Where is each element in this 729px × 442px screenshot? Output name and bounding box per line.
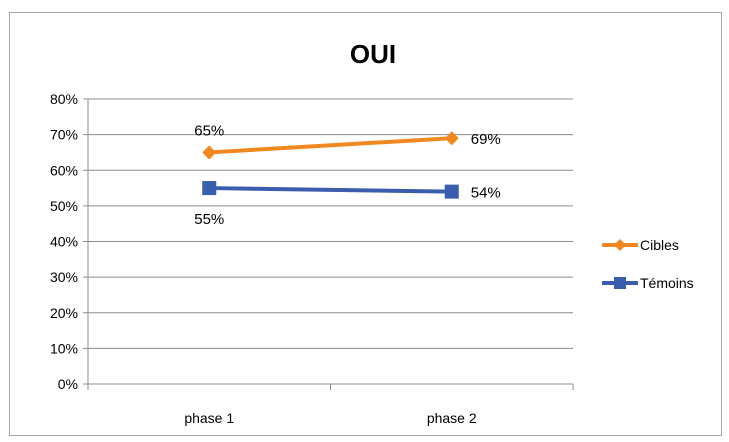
y-tick-label: 60% <box>50 162 78 178</box>
data-label: 54% <box>471 185 501 202</box>
x-axis-tick-labels: phase 1 phase 2 <box>184 410 477 426</box>
series-line-cibles <box>209 136 452 155</box>
legend: Cibles Témoins <box>602 237 694 291</box>
series <box>202 131 459 199</box>
square-marker <box>202 181 217 196</box>
square-marker <box>444 184 459 199</box>
y-tick-label: 20% <box>50 305 78 321</box>
chart-title: OUI <box>350 39 396 69</box>
data-labels: 65% 69% 55% 54% <box>194 122 501 228</box>
y-axis-tick-labels: 0% 10% 20% 30% 40% 50% 60% 70% 80% <box>50 91 78 392</box>
legend-label: Cibles <box>640 237 679 253</box>
data-label: 69% <box>471 131 501 148</box>
diamond-marker <box>202 145 217 160</box>
chart-frame: OUI 0% 10% 20% 30% 40% 50% 60% 70% 80% phase 1 ph… <box>9 12 722 436</box>
line-chart: OUI 0%10%20%30%40%50%60%70%80% phase 1 ph… <box>50 39 694 426</box>
x-tick-label: phase 1 <box>184 410 234 426</box>
y-tick-label: 30% <box>50 269 78 285</box>
diamond-marker <box>444 131 459 146</box>
y-tick-label: 70% <box>50 127 78 143</box>
y-tick-label: 80% <box>50 91 78 107</box>
data-label: 65% <box>194 122 224 139</box>
series-line-temoins <box>209 186 452 194</box>
axes <box>83 98 574 390</box>
legend-label: Témoins <box>640 275 694 291</box>
y-tick-label: 10% <box>50 340 78 356</box>
legend-diamond-marker <box>614 239 626 251</box>
y-tick-label: 0% <box>58 376 78 392</box>
y-tick-label: 40% <box>50 234 78 250</box>
x-tick-label: phase 2 <box>427 410 477 426</box>
legend-square-marker <box>614 277 626 289</box>
data-label: 55% <box>194 211 224 228</box>
gridlines <box>88 98 573 349</box>
y-tick-label: 50% <box>50 198 78 214</box>
